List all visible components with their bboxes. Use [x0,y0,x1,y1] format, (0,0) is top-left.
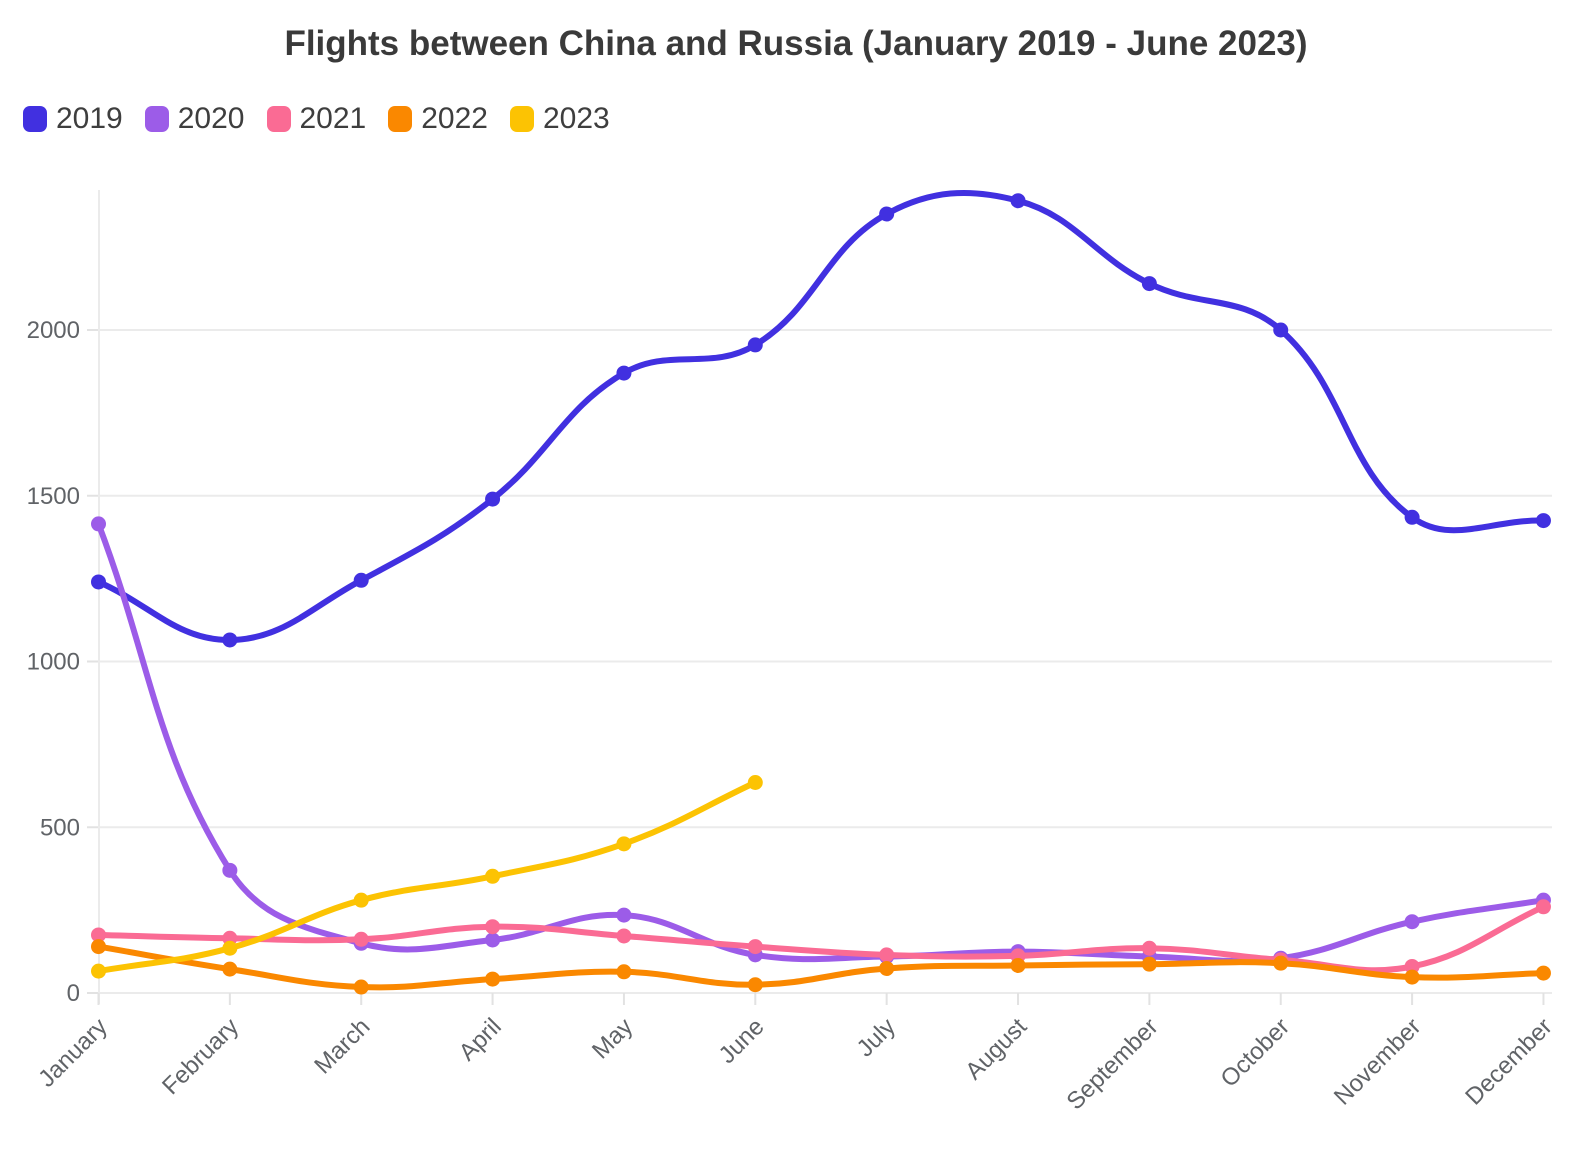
data-point-2021-may[interactable] [616,928,632,944]
data-point-2021-march[interactable] [353,931,369,947]
legend-label-2023: 2023 [543,102,610,135]
y-axis-label-0: 0 [67,980,80,1007]
x-axis-label-october: October [1216,1013,1295,1092]
x-axis-label-december: December [1460,1013,1557,1110]
chart-title: Flights between China and Russia (Januar… [284,24,1308,63]
y-axis-label-2000: 2000 [27,317,80,344]
x-axis-label-january: January [33,1013,112,1092]
data-point-2019-december[interactable] [1535,513,1551,529]
legend-swatch-2022 [388,106,413,132]
data-point-2019-february[interactable] [222,632,238,648]
data-point-2023-february[interactable] [222,940,238,956]
legend-item-2020[interactable]: 2020 [144,102,245,135]
data-point-2021-september[interactable] [1141,940,1157,956]
data-point-2019-september[interactable] [1141,276,1157,292]
data-point-2023-june[interactable] [747,774,763,790]
data-point-2021-july[interactable] [879,947,895,963]
legend-swatch-2023 [510,106,534,132]
data-point-2021-january[interactable] [91,927,106,943]
x-axis-label-july: July [852,1013,901,1062]
data-point-2022-may[interactable] [616,964,632,980]
y-axis-label-1500: 1500 [27,483,80,510]
data-point-2022-november[interactable] [1404,969,1420,985]
x-axis-label-november: November [1329,1013,1426,1110]
data-point-2020-may[interactable] [616,907,632,923]
data-point-2022-august[interactable] [1010,957,1026,973]
data-point-2020-november[interactable] [1404,914,1420,930]
data-point-2019-october[interactable] [1273,322,1289,338]
legend-item-2019[interactable]: 2019 [23,104,123,134]
data-point-2021-december[interactable] [1535,899,1551,915]
series-line-2019 [95,189,1547,644]
legend-item-2022[interactable]: 2022 [388,104,488,134]
legend-item-2023[interactable]: 2023 [510,104,610,134]
series-line-2023 [95,779,759,975]
x-axis-label-june: June [714,1013,770,1069]
data-point-2022-april[interactable] [485,971,501,987]
data-point-2023-april[interactable] [485,868,501,884]
data-point-2020-april[interactable] [485,932,501,948]
legend-item-2021[interactable]: 2021 [266,102,367,135]
legend-label-2021: 2021 [299,102,367,135]
data-point-2022-july[interactable] [879,960,895,976]
data-point-2019-may[interactable] [616,365,632,381]
chart-legend: 2019 2020 2021 2022 2023 [23,104,610,134]
data-point-2019-january[interactable] [91,574,106,590]
legend-swatch-2019 [23,106,47,132]
x-axis-label-august: August [960,1013,1032,1085]
data-point-2019-july[interactable] [879,206,895,222]
legend-swatch-2021 [266,106,291,132]
data-point-2021-november[interactable] [1404,958,1420,974]
data-point-2022-december[interactable] [1535,965,1551,981]
data-point-2019-june[interactable] [747,337,763,353]
data-point-2020-february[interactable] [222,862,238,878]
x-axis-label-february: February [157,1013,244,1100]
x-axis-label-april: April [454,1013,507,1066]
x-axis-label-march: March [309,1013,375,1079]
data-point-2023-march[interactable] [353,892,369,908]
x-axis-label-september: September [1062,1013,1164,1115]
y-axis-label-1000: 1000 [27,649,80,676]
data-point-2023-may[interactable] [616,836,632,852]
data-point-2022-january[interactable] [91,939,106,955]
data-point-2020-january[interactable] [91,516,106,532]
data-point-2023-january[interactable] [91,963,106,979]
legend-label-2019: 2019 [56,102,123,135]
legend-label-2022: 2022 [421,102,488,135]
series-line-2020 [95,520,1547,965]
data-point-2022-march[interactable] [353,979,369,995]
y-axis-label-500: 500 [40,814,80,841]
data-point-2021-june[interactable] [747,939,763,955]
data-point-2019-november[interactable] [1404,509,1420,525]
data-point-2022-june[interactable] [747,977,763,993]
legend-label-2020: 2020 [177,102,245,135]
x-axis-label-may: May [587,1013,638,1064]
data-point-2022-september[interactable] [1141,956,1157,972]
data-point-2021-april[interactable] [485,919,501,935]
series-line-2022 [95,943,1547,991]
data-point-2022-october[interactable] [1273,955,1289,971]
data-point-2022-february[interactable] [222,961,238,977]
data-point-2019-march[interactable] [353,572,369,588]
legend-swatch-2020 [144,106,169,132]
data-point-2019-august[interactable] [1010,193,1026,209]
data-point-2019-april[interactable] [485,491,501,507]
